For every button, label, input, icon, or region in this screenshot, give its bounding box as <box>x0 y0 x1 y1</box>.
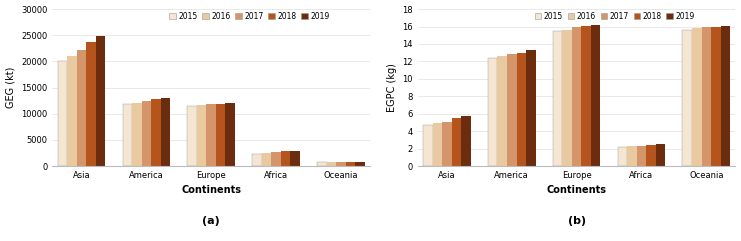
Bar <box>161 98 170 166</box>
Bar <box>327 162 336 166</box>
Legend: 2015, 2016, 2017, 2018, 2019: 2015, 2016, 2017, 2018, 2019 <box>167 10 332 23</box>
Bar <box>207 104 216 166</box>
Bar <box>461 116 471 166</box>
Bar <box>317 162 327 166</box>
Bar <box>197 105 207 166</box>
X-axis label: Continents: Continents <box>547 186 607 195</box>
Bar <box>562 30 572 166</box>
Bar <box>553 31 562 166</box>
Bar <box>290 151 300 166</box>
Bar <box>637 146 646 166</box>
Bar <box>281 151 290 166</box>
Bar <box>442 121 452 166</box>
X-axis label: Continents: Continents <box>182 186 241 195</box>
Bar <box>516 53 526 166</box>
Bar <box>702 27 711 166</box>
Y-axis label: GEG (kt): GEG (kt) <box>5 67 16 108</box>
Bar <box>96 36 105 166</box>
Bar <box>526 50 536 166</box>
Bar <box>67 56 77 166</box>
Bar <box>423 125 433 166</box>
Bar <box>497 56 507 166</box>
Bar <box>646 145 656 166</box>
Bar <box>572 27 582 166</box>
Text: (a): (a) <box>202 216 220 226</box>
Bar <box>77 50 86 166</box>
Bar <box>86 42 96 166</box>
Legend: 2015, 2016, 2017, 2018, 2019: 2015, 2016, 2017, 2018, 2019 <box>532 10 697 23</box>
Bar <box>345 162 355 166</box>
Bar <box>452 118 461 166</box>
Bar <box>682 30 692 166</box>
Bar <box>336 162 345 166</box>
Bar <box>132 103 142 166</box>
Bar <box>58 61 67 166</box>
Bar <box>488 58 497 166</box>
Bar <box>355 162 365 166</box>
Bar <box>618 147 627 166</box>
Bar <box>142 101 151 166</box>
Text: (b): (b) <box>568 216 585 226</box>
Bar <box>225 103 235 166</box>
Bar <box>216 104 225 166</box>
Bar <box>720 26 730 166</box>
Bar <box>692 28 702 166</box>
Bar <box>591 25 600 166</box>
Bar <box>262 153 271 166</box>
Bar <box>187 106 197 166</box>
Bar <box>656 144 665 166</box>
Bar <box>122 104 132 166</box>
Bar <box>582 26 591 166</box>
Bar <box>507 54 516 166</box>
Bar <box>711 27 720 166</box>
Bar <box>271 153 281 166</box>
Y-axis label: EGPC (kg): EGPC (kg) <box>387 63 396 112</box>
Bar <box>151 99 161 166</box>
Bar <box>252 154 262 166</box>
Bar <box>627 146 637 166</box>
Bar <box>433 123 442 166</box>
